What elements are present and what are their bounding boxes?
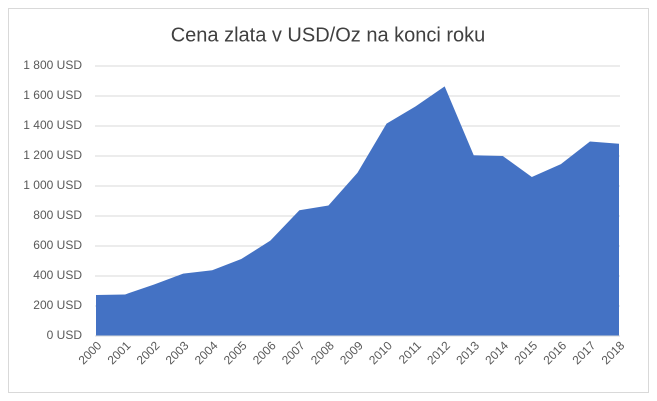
y-tick-label: 200 USD	[33, 298, 82, 312]
y-tick-label: 1 600 USD	[23, 88, 82, 102]
y-tick-label: 600 USD	[33, 238, 82, 252]
y-tick-label: 800 USD	[33, 208, 82, 222]
y-tick-label: 400 USD	[33, 268, 82, 282]
area	[96, 86, 619, 337]
y-tick-label: 1 400 USD	[23, 118, 82, 132]
y-tick-label: 1 000 USD	[23, 178, 82, 192]
y-tick-label: 1 800 USD	[23, 58, 82, 72]
chart-title: Cena zlata v USD/Oz na konci roku	[171, 24, 486, 46]
y-tick-label: 1 200 USD	[23, 148, 82, 162]
y-tick-label: 0 USD	[47, 328, 83, 342]
